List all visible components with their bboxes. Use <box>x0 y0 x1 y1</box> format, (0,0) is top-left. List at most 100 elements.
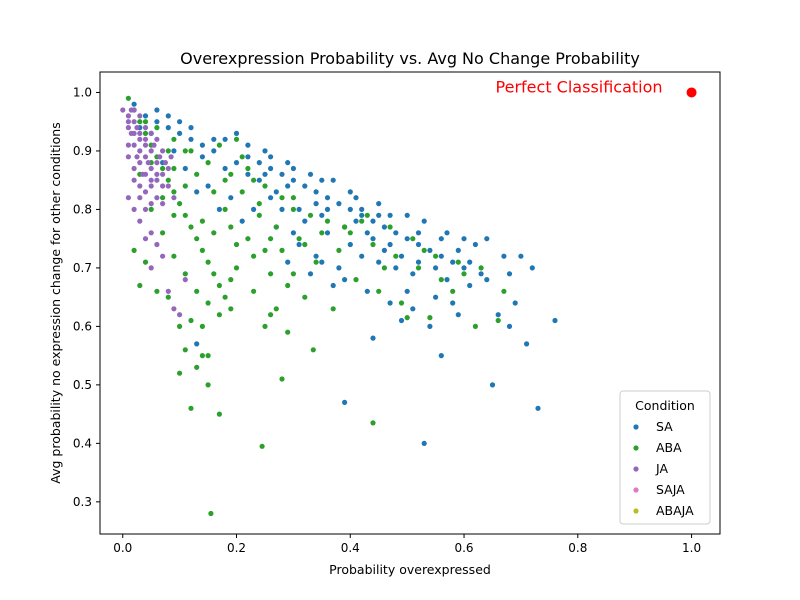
point-sa <box>336 201 342 207</box>
point-aba <box>205 353 211 359</box>
point-ja <box>154 241 160 248</box>
point-ja <box>165 183 171 189</box>
axes-layer: 0.0 0.2 0.4 0.6 0.8 1.0 0.3 0.4 0.5 0.6 0.7 0.8 0.9 1… <box>73 71 721 555</box>
point-aba <box>279 376 285 382</box>
point-sa <box>370 236 376 242</box>
point-sa <box>307 271 314 277</box>
point-aba <box>336 247 342 253</box>
point-sa <box>381 224 387 230</box>
point-sa <box>387 212 393 218</box>
point-aba <box>177 370 183 376</box>
point-ja <box>165 288 171 294</box>
point-aba <box>160 230 166 236</box>
point-sa <box>535 405 541 411</box>
point-aba <box>182 347 188 353</box>
point-aba <box>142 259 149 265</box>
point-aba <box>199 218 205 224</box>
legend-marker-abaja <box>633 508 639 514</box>
point-ja <box>128 107 134 113</box>
point-sa <box>484 277 490 283</box>
point-ja <box>120 107 126 113</box>
point-aba <box>268 236 274 242</box>
point-aba <box>427 315 433 321</box>
perfect-classification-marker <box>686 87 697 98</box>
point-sa <box>455 312 461 318</box>
point-sa <box>398 253 405 259</box>
point-sa <box>364 288 370 294</box>
point-sa <box>216 206 222 212</box>
point-ja <box>131 206 137 212</box>
point-aba <box>501 288 507 294</box>
point-ja <box>142 136 149 142</box>
point-sa <box>324 206 331 212</box>
point-aba <box>285 282 291 289</box>
point-ja <box>160 201 166 207</box>
point-aba <box>233 136 240 142</box>
point-sa <box>279 171 285 177</box>
point-ja <box>142 206 149 212</box>
point-aba <box>290 195 296 201</box>
point-aba <box>228 224 234 230</box>
point-ja <box>154 177 160 183</box>
point-ja <box>125 125 131 131</box>
point-sa <box>506 271 513 277</box>
point-sa <box>233 130 240 136</box>
point-aba <box>160 165 166 172</box>
point-sa <box>273 189 279 195</box>
point-sa <box>245 171 251 177</box>
point-sa <box>188 136 194 142</box>
point-ja <box>165 165 171 172</box>
point-ja <box>125 195 131 201</box>
point-sa <box>245 154 251 160</box>
point-aba <box>194 364 200 370</box>
point-aba <box>330 306 336 312</box>
point-aba <box>228 306 234 312</box>
x-tick-label: 0.2 <box>227 541 246 555</box>
point-aba <box>410 236 416 242</box>
point-aba <box>478 265 484 271</box>
point-aba <box>450 288 456 294</box>
legend-title: Condition <box>635 398 695 413</box>
point-sa <box>342 399 348 405</box>
point-sa <box>398 317 405 324</box>
point-aba <box>421 247 427 253</box>
point-sa <box>313 253 319 259</box>
point-aba <box>251 253 257 259</box>
point-ja <box>125 154 131 160</box>
point-ja <box>142 189 149 195</box>
point-sa <box>336 265 342 271</box>
point-aba <box>228 171 234 177</box>
point-aba <box>182 271 188 277</box>
point-ja <box>154 195 160 201</box>
point-ja <box>171 195 177 201</box>
point-aba <box>495 317 501 324</box>
x-tick-label: 0.4 <box>341 541 360 555</box>
point-sa <box>393 265 399 271</box>
point-sa <box>347 241 353 248</box>
point-sa <box>290 230 296 236</box>
point-sa <box>478 271 484 277</box>
point-aba <box>222 177 228 183</box>
point-sa <box>529 265 535 271</box>
point-sa <box>285 259 291 265</box>
point-ja <box>140 171 146 177</box>
point-aba <box>208 510 214 517</box>
point-sa <box>433 265 439 271</box>
point-sa <box>450 259 456 265</box>
point-aba <box>262 183 268 189</box>
point-sa <box>285 160 291 166</box>
point-aba <box>188 224 194 230</box>
point-ja <box>131 165 137 172</box>
point-aba <box>370 420 376 426</box>
point-sa <box>313 201 319 207</box>
point-aba <box>211 189 217 195</box>
point-aba <box>251 177 257 183</box>
y-tick-label: 0.4 <box>73 436 92 450</box>
point-sa <box>296 241 302 248</box>
point-aba <box>222 294 228 300</box>
point-sa <box>347 206 353 212</box>
point-aba <box>222 206 228 212</box>
point-sa <box>461 236 467 242</box>
point-aba <box>387 224 393 230</box>
point-aba <box>433 253 439 259</box>
